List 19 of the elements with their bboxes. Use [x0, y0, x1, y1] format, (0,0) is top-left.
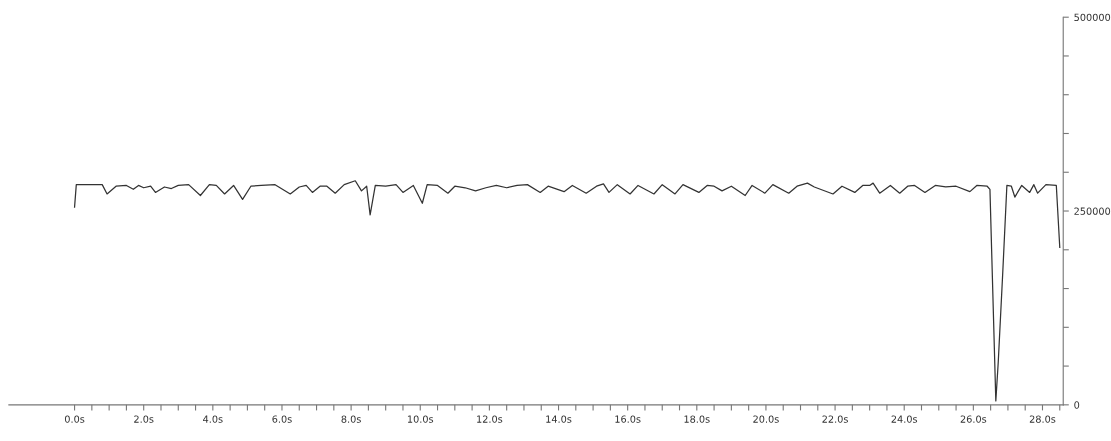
line-series	[73, 180, 1061, 402]
x-tick-label: 0.0s	[64, 415, 85, 423]
x-tick-label: 10.0s	[407, 415, 434, 423]
x-tick-label: 18.0s	[684, 415, 710, 423]
x-tick-label: 20.0s	[753, 415, 779, 423]
x-tick-label: 28.0s	[1029, 415, 1056, 423]
y-tick-label: 250000	[1074, 207, 1111, 215]
x-tick-label: 8.0s	[341, 415, 361, 423]
x-tick-label: 6.0s	[272, 415, 292, 423]
x-tick-label: 4.0s	[203, 415, 223, 423]
y-tick-label: 500000	[1074, 13, 1111, 22]
x-tick-label: 2.0s	[134, 415, 154, 423]
x-tick-label: 26.0s	[960, 415, 987, 423]
x-tick-label: 16.0s	[615, 415, 641, 423]
y-tick-label: 0	[1074, 401, 1080, 409]
x-tick-label: 24.0s	[891, 415, 918, 423]
x-tick-label: 22.0s	[822, 415, 848, 423]
x-tick-label: 14.0s	[546, 415, 572, 423]
x-tick-label: 12.0s	[477, 415, 503, 423]
